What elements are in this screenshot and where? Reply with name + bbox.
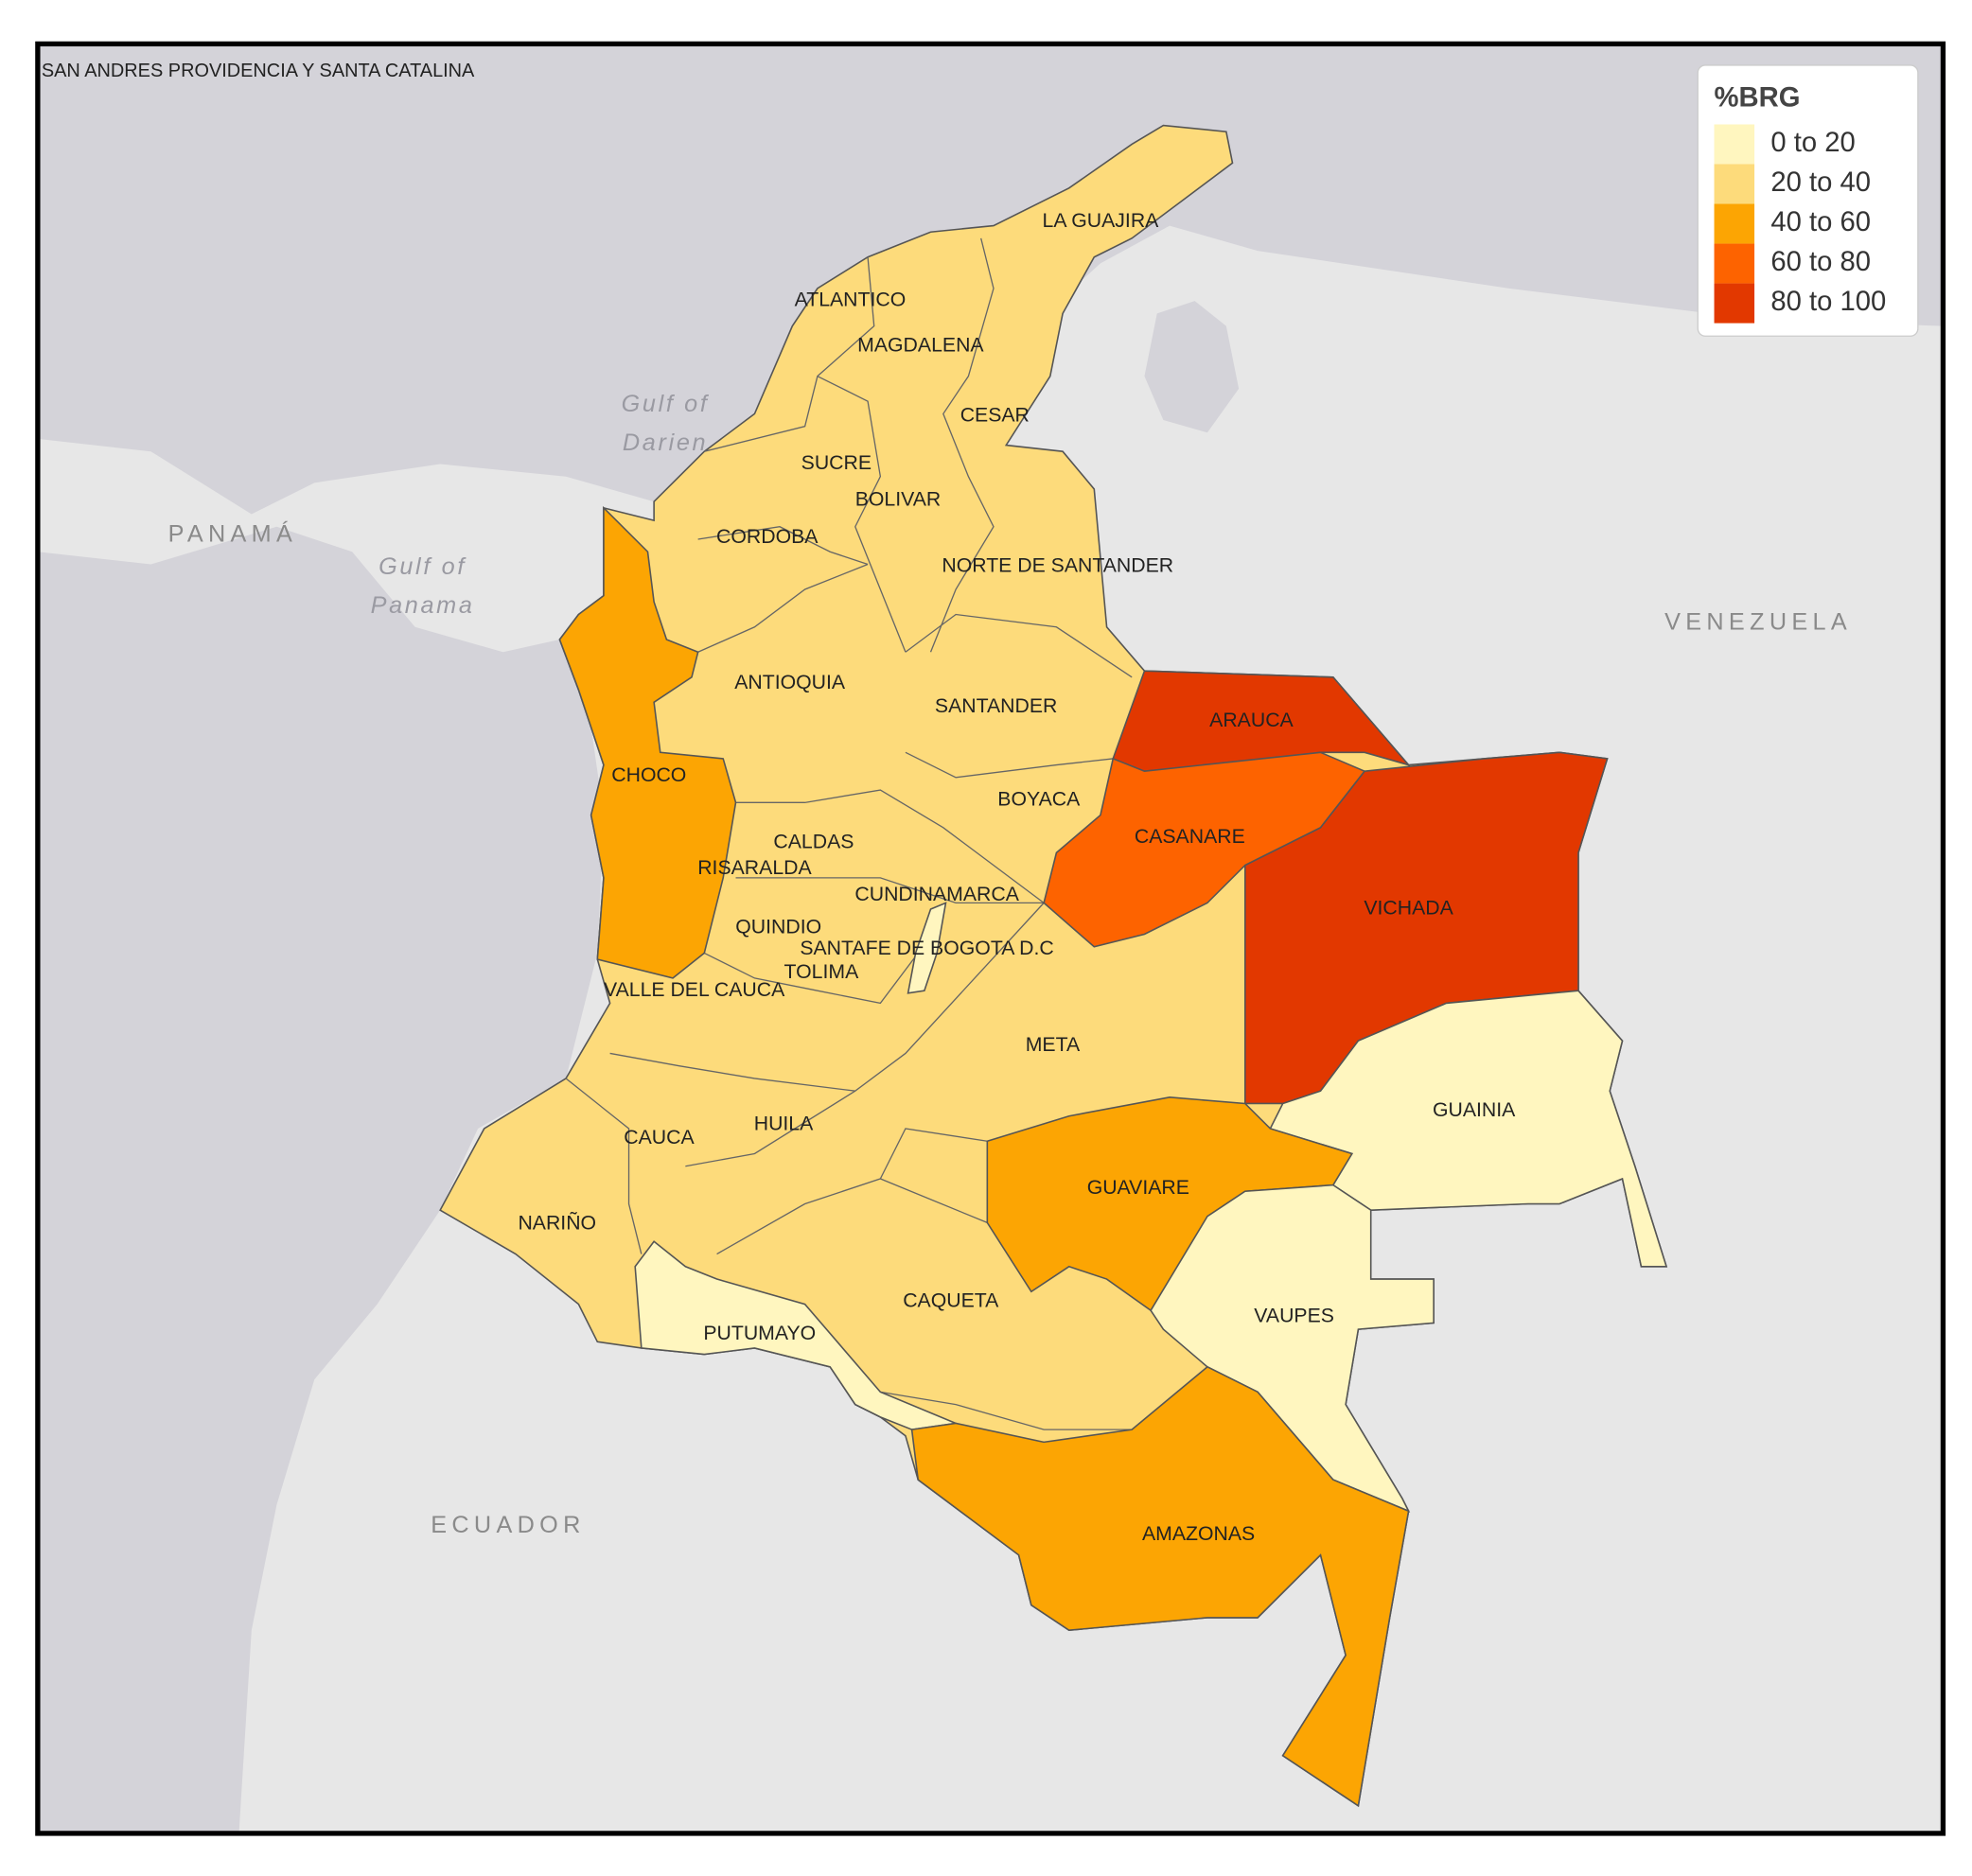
department-region [1269,990,1668,1268]
department-label: GUAINIA [1433,1099,1516,1121]
department-label: TOLIMA [784,961,860,983]
department-label: CORDOBA [716,526,819,548]
department-label: GUAVIARE [1087,1177,1189,1199]
country-label: PANAMÁ [168,520,298,548]
legend-label: 60 to 80 [1770,247,1871,277]
department-label: VALLE DEL CAUCA [604,979,785,1001]
department-label: VAUPES [1254,1305,1334,1326]
legend-swatch [1714,124,1755,165]
department-label: CUNDINAMARCA [854,884,1019,905]
lake [1144,301,1240,433]
legend-label: 0 to 20 [1770,128,1855,158]
department-label: CASANARE [1135,826,1245,848]
legend-swatch [1714,164,1755,204]
legend-swatch [1714,283,1755,324]
country-label: VENEZUELA [1664,608,1852,635]
legend-swatch [1714,203,1755,244]
inset-label: SAN ANDRES PROVIDENCIA Y SANTA CATALINA [42,61,475,81]
department-label: CHOCO [611,764,686,786]
department-label: SUCRE [801,452,872,474]
department-label: NORTE DE SANTANDER [942,555,1173,577]
department-label: META [1026,1034,1081,1056]
department-label: CAQUETA [903,1290,999,1312]
department-label: MAGDALENA [857,334,984,356]
water-label: Gulf of [622,391,710,417]
legend-label: 20 to 40 [1770,167,1871,198]
department-label: NARIÑO [518,1210,596,1234]
department-region [910,1365,1410,1808]
department-label: ATLANTICO [795,289,907,311]
department-label: CESAR [960,405,1030,427]
department-label: AMAZONAS [1142,1523,1255,1545]
department-region [1043,751,1366,948]
legend-title: %BRG [1715,82,1801,113]
department-region [558,505,737,979]
department-label: BOLIVAR [855,489,942,511]
water-label: Gulf of [379,553,467,580]
water-label: Darien [623,430,708,456]
country-label: ECUADOR [431,1512,585,1538]
department-label: SANTAFE DE BOGOTA D.C [800,938,1053,959]
frame [35,41,1946,1836]
department-label: SANTANDER [935,695,1057,717]
department-label: CAUCA [624,1127,695,1148]
water-label: Panama [371,592,475,619]
department-label: ARAUCA [1209,710,1294,731]
department-label: RISARALDA [697,857,812,879]
department-label: LA GUAJIRA [1043,210,1160,232]
department-label: BOYACA [997,788,1081,810]
department-label: PUTUMAYO [703,1323,816,1344]
pacific-ocean [37,526,604,1833]
department-label: QUINDIO [735,917,821,938]
department-label: CALDAS [773,831,854,852]
department-label: HUILA [754,1113,814,1135]
legend-swatch [1714,243,1755,284]
department-label: ANTIOQUIA [734,672,846,693]
department-region [907,902,947,994]
department-label: VICHADA [1364,898,1453,920]
department-borders [565,237,1133,1430]
legend-label: 80 to 100 [1770,287,1886,317]
legend-label: 40 to 60 [1770,207,1871,237]
